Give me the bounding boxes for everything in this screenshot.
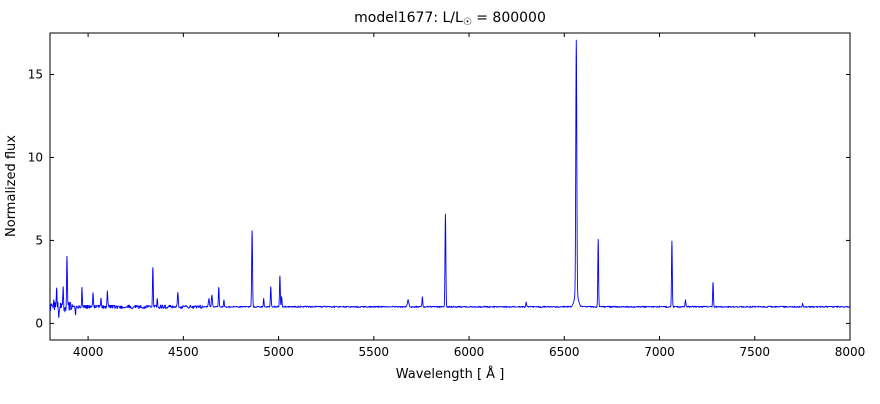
chart-title: model1677: L/L☉ = 800000 (354, 10, 546, 28)
y-tick-label: 10 (28, 150, 43, 164)
x-tick-label: 6500 (549, 345, 580, 359)
chart-title-prefix: model1677: L/L (354, 10, 463, 26)
x-tick-label: 5500 (359, 345, 390, 359)
x-tick-label: 4000 (73, 345, 104, 359)
x-tick-label: 7500 (739, 345, 770, 359)
y-tick-label: 5 (35, 233, 43, 247)
axes-frame (49, 32, 851, 341)
y-tick-label: 15 (28, 67, 43, 81)
spectrum-line (49, 39, 851, 318)
x-tick-label: 7000 (644, 345, 675, 359)
x-tick-label: 5000 (263, 345, 294, 359)
data-layer (49, 39, 851, 318)
x-tick-label: 6000 (454, 345, 485, 359)
sun-symbol-subscript: ☉ (463, 17, 472, 28)
x-tick-label: 8000 (835, 345, 866, 359)
axes-layer: 4000 4500 5000 5500 6000 6500 7000 7500 8000 0 5 10… (28, 32, 866, 359)
x-tick-label: 4500 (168, 345, 199, 359)
y-tick-label: 0 (35, 316, 43, 330)
chart-title-suffix: = 800000 (472, 10, 546, 26)
y-axis-label: Normalized flux (4, 135, 19, 237)
x-axis-label: Wavelength [ Å ] (396, 366, 505, 382)
